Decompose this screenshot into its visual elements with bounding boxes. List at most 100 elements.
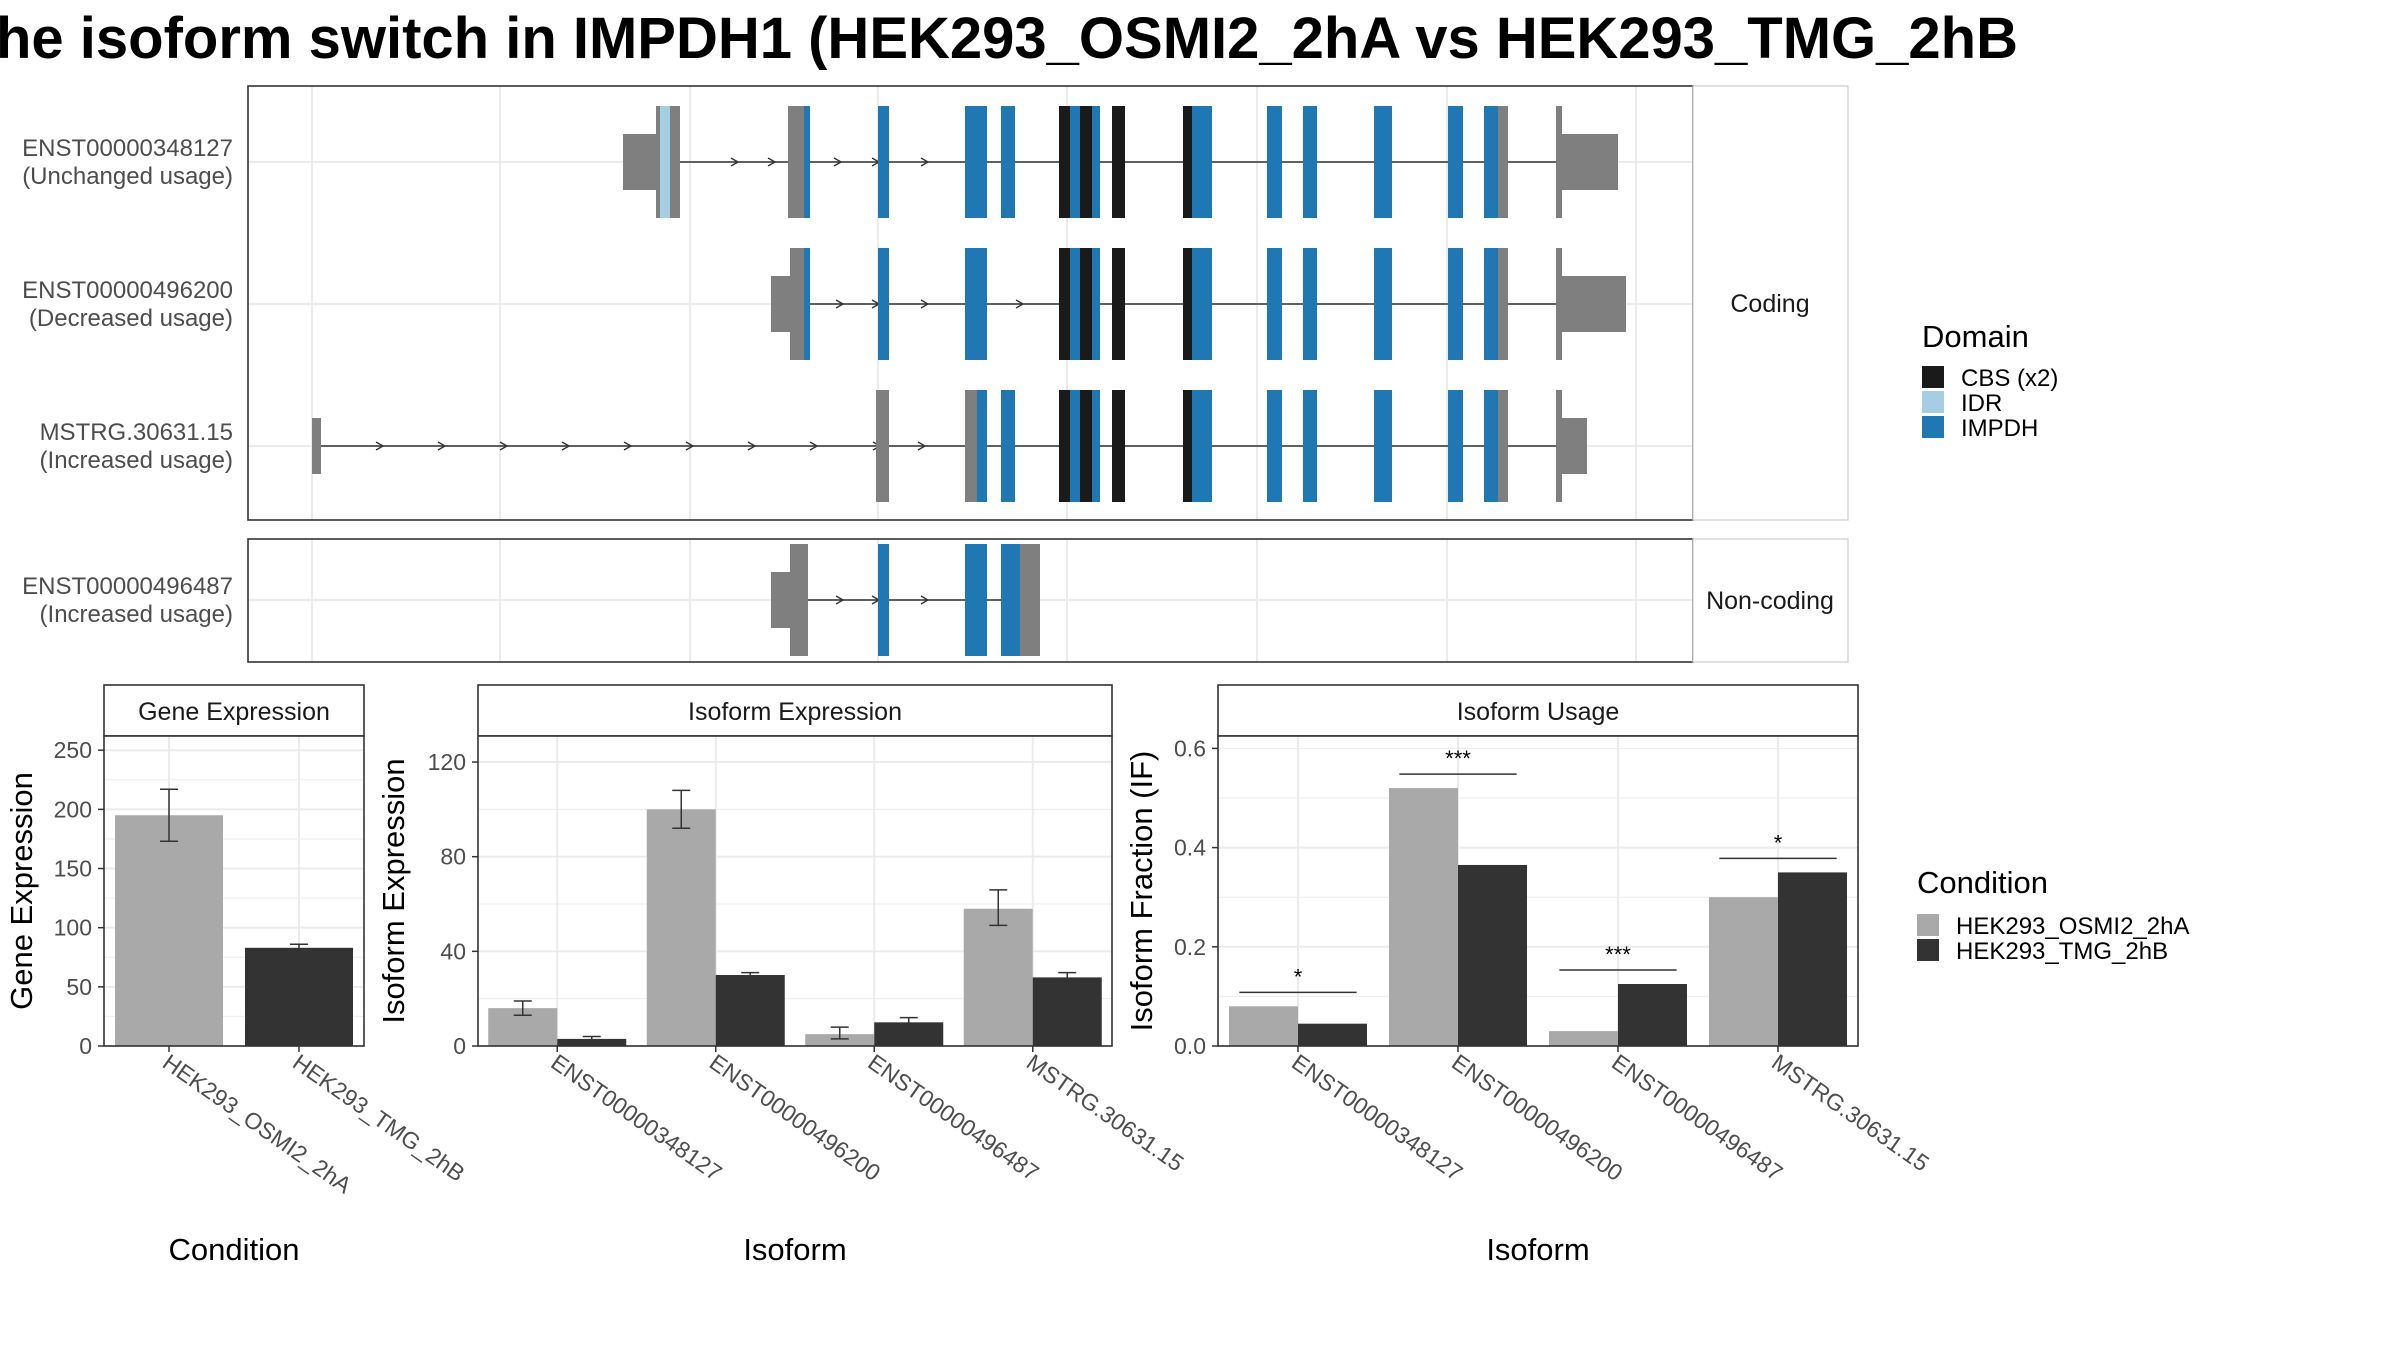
transcript-id-label: MSTRG.30631.15 xyxy=(40,419,233,446)
impdh-domain xyxy=(1448,248,1463,360)
y-tick-label: 100 xyxy=(54,915,92,941)
exon xyxy=(788,106,808,218)
exon xyxy=(1556,106,1562,218)
x-tick-label: ENST00000496487 xyxy=(1607,1049,1787,1186)
strand-arrow xyxy=(437,441,447,451)
impdh-domain xyxy=(1190,248,1212,360)
bar xyxy=(557,1038,627,1046)
cbs-domain xyxy=(1183,390,1192,502)
x-tick-label: ENST00000348127 xyxy=(1287,1049,1467,1186)
impdh-domain xyxy=(1374,106,1392,218)
impdh-domain xyxy=(1001,390,1015,502)
y-tick-label: 80 xyxy=(440,844,466,870)
strand-arrow xyxy=(747,441,757,451)
cbs-domain xyxy=(1080,390,1092,502)
cbs-domain xyxy=(1183,248,1192,360)
legend-key-impdh xyxy=(1922,416,1944,438)
y-axis-title: Gene Expression xyxy=(4,772,39,1010)
domain-legend: Domain CBS (x2) IDR IMPDH xyxy=(1922,319,2058,442)
y-tick-label: 200 xyxy=(54,796,92,822)
x-axis-title: Condition xyxy=(169,1232,300,1267)
bar xyxy=(1458,864,1527,1046)
impdh-domain xyxy=(804,248,810,360)
strand-arrow xyxy=(561,441,571,451)
impdh-domain xyxy=(1374,248,1392,360)
utr-exon xyxy=(312,418,321,474)
x-tick-label: MSTRG.30631.15 xyxy=(1022,1049,1189,1177)
strand-arrow xyxy=(623,441,633,451)
impdh-domain xyxy=(1484,106,1498,218)
panel-border xyxy=(103,735,365,1047)
impdh-domain xyxy=(1001,106,1015,218)
utr-exon xyxy=(623,134,656,190)
legend-label-impdh: IMPDH xyxy=(1961,415,2038,442)
impdh-domain xyxy=(1267,390,1282,502)
exon xyxy=(1556,390,1562,502)
strand-arrow xyxy=(499,441,509,451)
cbs-domain xyxy=(1080,106,1092,218)
legend-label-idr: IDR xyxy=(1961,390,2002,417)
utr-exon xyxy=(1562,276,1626,332)
significance-label: * xyxy=(1294,964,1303,989)
transcript-id-label: ENST00000348127 xyxy=(22,135,233,162)
utr-exon xyxy=(771,276,792,332)
facet-strip xyxy=(103,684,365,737)
impdh-domain xyxy=(1374,390,1392,502)
y-tick-label: 0.6 xyxy=(1174,735,1206,761)
impdh-domain xyxy=(1303,248,1317,360)
impdh-domain xyxy=(965,106,987,218)
impdh-domain xyxy=(1303,106,1317,218)
exon xyxy=(965,390,979,502)
condition-legend: Condition HEK293_OSMI2_2hA HEK293_TMG_2h… xyxy=(1917,865,2189,965)
transcript-usage-label: (Increased usage) xyxy=(40,447,233,474)
impdh-domain xyxy=(1090,390,1100,502)
x-tick-label: MSTRG.30631.15 xyxy=(1767,1049,1934,1177)
bar xyxy=(1618,984,1687,1046)
impdh-domain xyxy=(1068,248,1080,360)
x-tick-label: ENST00000496200 xyxy=(705,1049,885,1186)
bar xyxy=(115,815,223,1046)
bar xyxy=(1549,1031,1618,1046)
legend-key-condition-a xyxy=(1917,914,1939,936)
y-tick-label: 0.4 xyxy=(1174,835,1206,861)
impdh-domain xyxy=(804,106,810,218)
strand-arrow xyxy=(730,157,740,167)
transcript-labels: ENST00000348127 (Unchanged usage) ENST00… xyxy=(22,135,233,628)
condition-legend-title: Condition xyxy=(1917,865,2048,900)
impdh-domain xyxy=(1267,248,1282,360)
coding-tracks xyxy=(312,106,1626,502)
y-tick-label: 250 xyxy=(54,737,92,763)
facet-title: Gene Expression xyxy=(138,698,330,726)
facet-title: Isoform Expression xyxy=(688,698,902,726)
strand-arrow xyxy=(920,299,930,309)
bar xyxy=(245,947,353,1046)
strand-arrow xyxy=(685,441,695,451)
figure-title: he isoform switch in IMPDH1 (HEK293_OSMI… xyxy=(0,6,2018,71)
impdh-domain xyxy=(878,544,889,656)
y-tick-label: 120 xyxy=(428,749,466,775)
legend-key-cbs xyxy=(1922,366,1944,388)
cbs-domain xyxy=(1112,248,1125,360)
legend-key-condition-b xyxy=(1917,939,1939,961)
legend-label-cbs: CBS (x2) xyxy=(1961,365,2058,392)
strand-arrow xyxy=(920,157,930,167)
coding-strip-label: Coding xyxy=(1730,290,1809,318)
impdh-domain xyxy=(1190,106,1212,218)
impdh-domain xyxy=(878,248,889,360)
y-tick-label: 0.0 xyxy=(1174,1033,1206,1059)
idr-domain xyxy=(660,106,670,218)
noncoding-tracks xyxy=(771,544,1040,656)
impdh-domain xyxy=(1090,106,1100,218)
domain-legend-title: Domain xyxy=(1922,319,2029,354)
impdh-domain xyxy=(1190,390,1212,502)
strand-arrow xyxy=(809,441,819,451)
cbs-domain xyxy=(1080,248,1092,360)
x-axis-title: Isoform xyxy=(743,1232,846,1267)
x-tick-label: ENST00000348127 xyxy=(546,1049,726,1186)
bar xyxy=(646,809,716,1046)
cbs-domain xyxy=(1183,106,1192,218)
panel-border xyxy=(1217,735,1859,1047)
strand-arrow xyxy=(920,595,930,605)
y-tick-label: 40 xyxy=(440,938,466,964)
bar xyxy=(963,908,1033,1046)
